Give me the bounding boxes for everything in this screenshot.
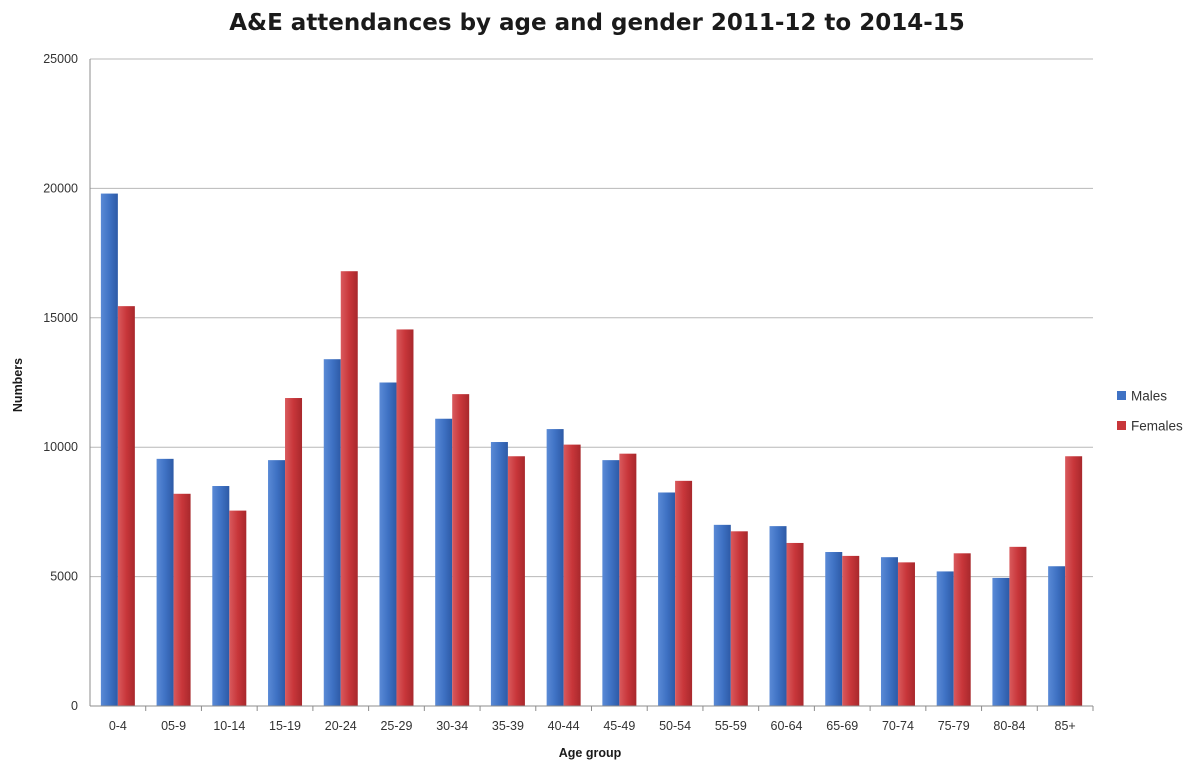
bar-males-10-14 bbox=[212, 486, 230, 706]
bar-females-15-19 bbox=[285, 398, 303, 706]
y-tick-label: 10000 bbox=[43, 440, 78, 454]
x-tick-label: 55-59 bbox=[715, 719, 747, 733]
bar-males-25-29 bbox=[379, 382, 397, 706]
x-tick-label: 40-44 bbox=[548, 719, 580, 733]
bar-males-35-39 bbox=[490, 442, 508, 706]
bar-females-60-64 bbox=[786, 542, 804, 706]
x-tick-label: 80-84 bbox=[993, 719, 1025, 733]
bar-males-70-74 bbox=[880, 557, 898, 706]
bar-females-85+ bbox=[1065, 456, 1083, 706]
bar-males-50-54 bbox=[658, 492, 676, 706]
x-tick-label: 0-4 bbox=[109, 719, 127, 733]
legend-label-females: Females bbox=[1131, 419, 1183, 434]
bar-males-05-9 bbox=[156, 458, 174, 706]
bar-females-40-44 bbox=[563, 444, 581, 706]
bar-females-70-74 bbox=[897, 562, 915, 706]
legend: Males Females bbox=[1117, 389, 1183, 434]
x-tick-label: 20-24 bbox=[325, 719, 357, 733]
bar-females-10-14 bbox=[229, 510, 247, 706]
y-tick-label: 25000 bbox=[43, 52, 78, 66]
bar-females-55-59 bbox=[730, 531, 748, 706]
x-tick-label: 25-29 bbox=[380, 719, 412, 733]
bar-males-80-84 bbox=[992, 577, 1010, 706]
bar-females-50-54 bbox=[675, 480, 693, 706]
x-tick-label: 45-49 bbox=[603, 719, 635, 733]
axes: 0 5000 10000 15000 20000 25000 0-4 05-9 10-14 15-… bbox=[43, 52, 1094, 733]
bar-females-80-84 bbox=[1009, 546, 1027, 706]
bar-females-0-4 bbox=[117, 306, 135, 706]
x-tick-label: 85+ bbox=[1055, 719, 1076, 733]
bar-females-75-79 bbox=[953, 553, 971, 706]
x-tick-label: 70-74 bbox=[882, 719, 914, 733]
bar-males-20-24 bbox=[323, 359, 341, 706]
legend-label-males: Males bbox=[1131, 389, 1167, 404]
y-tick-label: 5000 bbox=[50, 570, 78, 584]
x-tick-label: 15-19 bbox=[269, 719, 301, 733]
bar-males-55-59 bbox=[713, 524, 731, 706]
x-tick-label: 50-54 bbox=[659, 719, 691, 733]
y-tick-label: 20000 bbox=[43, 181, 78, 195]
x-tick-label: 65-69 bbox=[826, 719, 858, 733]
bar-females-20-24 bbox=[340, 271, 358, 706]
y-tick-label: 0 bbox=[71, 699, 78, 713]
bar-males-75-79 bbox=[936, 571, 954, 706]
x-tick-label: 35-39 bbox=[492, 719, 524, 733]
bar-males-30-34 bbox=[435, 418, 453, 706]
bar-males-0-4 bbox=[100, 193, 118, 707]
legend-swatch-males bbox=[1117, 391, 1126, 400]
bar-females-30-34 bbox=[452, 394, 470, 706]
bar-males-85+ bbox=[1048, 566, 1066, 706]
chart-title: A&E attendances by age and gender 2011-1… bbox=[229, 10, 965, 36]
bar-males-40-44 bbox=[546, 429, 564, 706]
bar-females-05-9 bbox=[173, 493, 191, 706]
bar-females-25-29 bbox=[396, 329, 414, 706]
bar-males-45-49 bbox=[602, 460, 620, 706]
y-axis-label: Numbers bbox=[11, 358, 25, 412]
bars bbox=[100, 193, 1083, 707]
bar-males-60-64 bbox=[769, 526, 787, 706]
bar-females-45-49 bbox=[619, 453, 637, 706]
x-tick-label: 05-9 bbox=[161, 719, 186, 733]
x-tick-label: 30-34 bbox=[436, 719, 468, 733]
x-tick-label: 75-79 bbox=[938, 719, 970, 733]
bar-females-65-69 bbox=[842, 555, 860, 706]
x-tick-label: 60-64 bbox=[771, 719, 803, 733]
bar-males-15-19 bbox=[268, 460, 286, 706]
bar-females-35-39 bbox=[507, 456, 525, 706]
x-axis-label: Age group bbox=[559, 746, 622, 760]
gridlines bbox=[90, 58, 1093, 578]
x-tick-label: 10-14 bbox=[213, 719, 245, 733]
bar-males-65-69 bbox=[825, 552, 843, 706]
y-tick-label: 15000 bbox=[43, 311, 78, 325]
legend-swatch-females bbox=[1117, 421, 1126, 430]
